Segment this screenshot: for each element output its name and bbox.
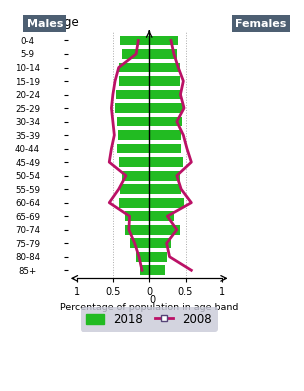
Bar <box>149 36 178 45</box>
Bar <box>117 117 149 126</box>
Legend: 2018, 2008: 2018, 2008 <box>81 307 218 332</box>
Bar <box>149 63 180 72</box>
Bar <box>115 103 149 113</box>
Bar <box>125 225 149 235</box>
Bar <box>149 171 180 181</box>
Bar <box>149 49 177 59</box>
Bar <box>118 130 149 140</box>
Bar <box>120 36 149 45</box>
Bar <box>149 211 174 221</box>
Bar <box>136 252 149 262</box>
Bar <box>149 130 181 140</box>
Bar <box>119 198 149 208</box>
Bar <box>149 90 182 99</box>
Bar <box>119 157 149 167</box>
Bar <box>149 252 167 262</box>
Bar <box>149 76 180 86</box>
Bar <box>149 157 183 167</box>
Bar <box>119 76 149 86</box>
Bar <box>122 171 149 181</box>
Bar <box>125 211 149 221</box>
Bar <box>120 184 149 194</box>
Bar <box>149 184 181 194</box>
Bar <box>149 239 171 248</box>
Bar <box>130 239 149 248</box>
Text: Age: Age <box>57 16 79 29</box>
Bar <box>122 49 149 59</box>
Text: 0: 0 <box>150 295 156 305</box>
Bar <box>149 103 183 113</box>
Bar <box>119 63 149 72</box>
Bar <box>149 225 180 235</box>
Bar <box>149 198 184 208</box>
X-axis label: Percentage of population in age band: Percentage of population in age band <box>60 303 238 312</box>
Bar <box>117 144 149 154</box>
Text: Females: Females <box>235 18 287 29</box>
Text: Males: Males <box>26 18 63 29</box>
Bar <box>149 144 181 154</box>
Bar <box>149 265 165 275</box>
Bar <box>140 265 149 275</box>
Bar <box>149 117 182 126</box>
Bar <box>116 90 149 99</box>
